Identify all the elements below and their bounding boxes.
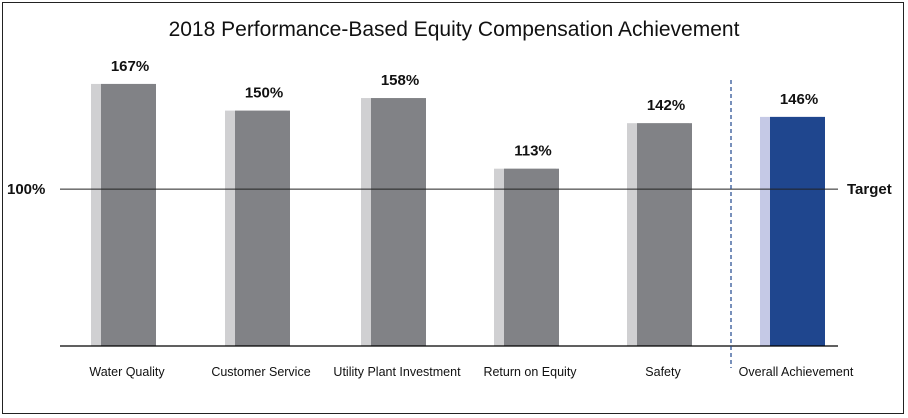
bar-overall-achievement bbox=[770, 116, 825, 347]
labels-layer: 167% Water Quality 150% Customer Service 158… bbox=[89, 58, 853, 379]
bars-layer bbox=[91, 83, 825, 347]
bar-customer-service bbox=[235, 110, 290, 346]
bar-safety bbox=[637, 123, 692, 347]
bar-value-label: 167% bbox=[111, 58, 149, 75]
category-label: Safety bbox=[645, 365, 681, 379]
bar-value-label: 146% bbox=[780, 91, 818, 108]
category-label: Customer Service bbox=[211, 365, 310, 379]
bar-value-label: 158% bbox=[381, 72, 419, 89]
bar-utility-plant-investment bbox=[371, 98, 426, 346]
bar-value-label: 113% bbox=[514, 143, 552, 160]
category-label: Overall Achievement bbox=[739, 365, 854, 379]
chart-title: 2018 Performance-Based Equity Compensati… bbox=[168, 18, 740, 41]
target-value-label: 100% bbox=[7, 181, 45, 198]
bar-return-on-equity bbox=[504, 168, 559, 346]
category-label: Water Quality bbox=[89, 365, 165, 379]
bar-value-label: 142% bbox=[647, 97, 685, 114]
chart-frame bbox=[2, 2, 904, 414]
bar-value-label: 150% bbox=[245, 85, 283, 102]
target-label: Target bbox=[847, 181, 892, 198]
category-label: Return on Equity bbox=[483, 365, 577, 379]
bar-water-quality bbox=[101, 83, 156, 346]
category-label: Utility Plant Investment bbox=[333, 365, 461, 379]
